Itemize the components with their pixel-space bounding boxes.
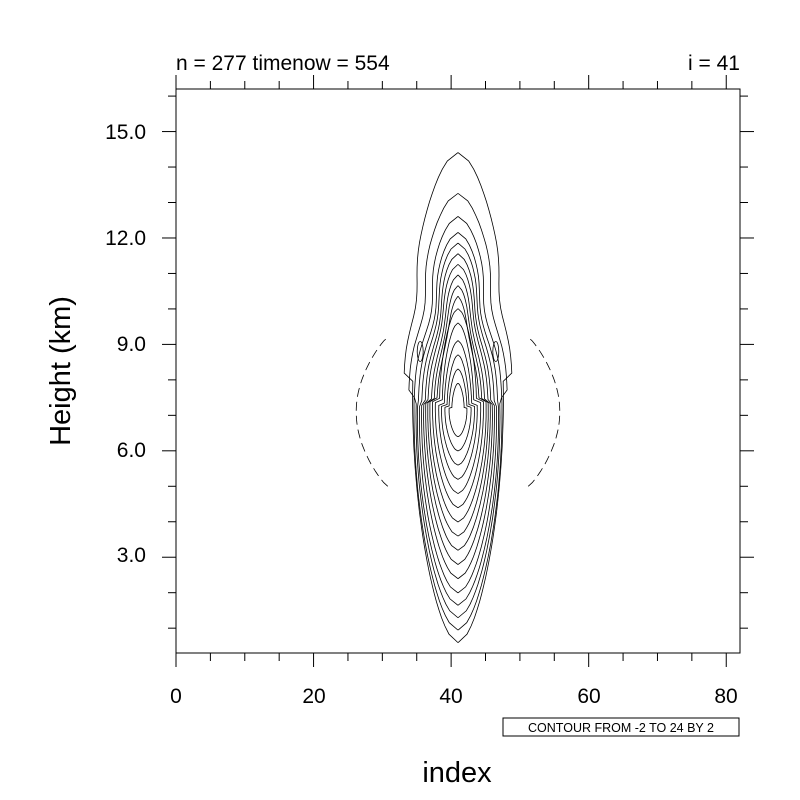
negative-contour-line: [355, 337, 389, 487]
contour-cell: [416, 341, 424, 362]
x-tick-label: 80: [714, 685, 737, 708]
contour-line: [413, 216, 503, 618]
y-tick-label: 3.0: [117, 544, 146, 567]
contour-line: [421, 253, 495, 579]
x-tick-label: 60: [577, 685, 600, 708]
y-axis-label: Height (km): [45, 296, 77, 446]
contour-line: [429, 296, 487, 523]
title-left: n = 277 timenow = 554: [176, 52, 390, 75]
contour-info-label: CONTOUR FROM -2 TO 24 BY 2: [528, 721, 714, 735]
contour-line: [427, 285, 489, 537]
x-tick-label: 0: [170, 685, 182, 708]
contour-line: [444, 368, 472, 452]
contour-cell: [492, 341, 500, 362]
contour-line: [423, 264, 493, 565]
contour-line: [441, 354, 475, 466]
contour-line: [403, 152, 513, 643]
axis-ticks: [162, 75, 754, 667]
contour-line: [438, 340, 478, 480]
y-tick-label: 6.0: [117, 439, 146, 462]
y-tick-label: 9.0: [117, 333, 146, 356]
plot-frame: [175, 88, 741, 654]
contour-line: [448, 383, 468, 437]
contour-line: [408, 193, 508, 631]
x-tick-label: 20: [302, 685, 325, 708]
contour-line: [432, 308, 484, 508]
contour-line: [416, 232, 500, 606]
x-axis-label: index: [422, 757, 492, 789]
y-tick-label: 15.0: [105, 121, 146, 144]
x-tick-label: 40: [439, 685, 462, 708]
contour-lines: [355, 152, 561, 643]
contour-line: [425, 274, 491, 551]
contour-line: [434, 322, 482, 494]
negative-contour-line: [527, 337, 561, 487]
contour-line: [419, 242, 497, 594]
y-tick-label: 12.0: [105, 227, 146, 250]
contour-info-box: [502, 717, 740, 737]
title-right: i = 41: [688, 52, 740, 75]
